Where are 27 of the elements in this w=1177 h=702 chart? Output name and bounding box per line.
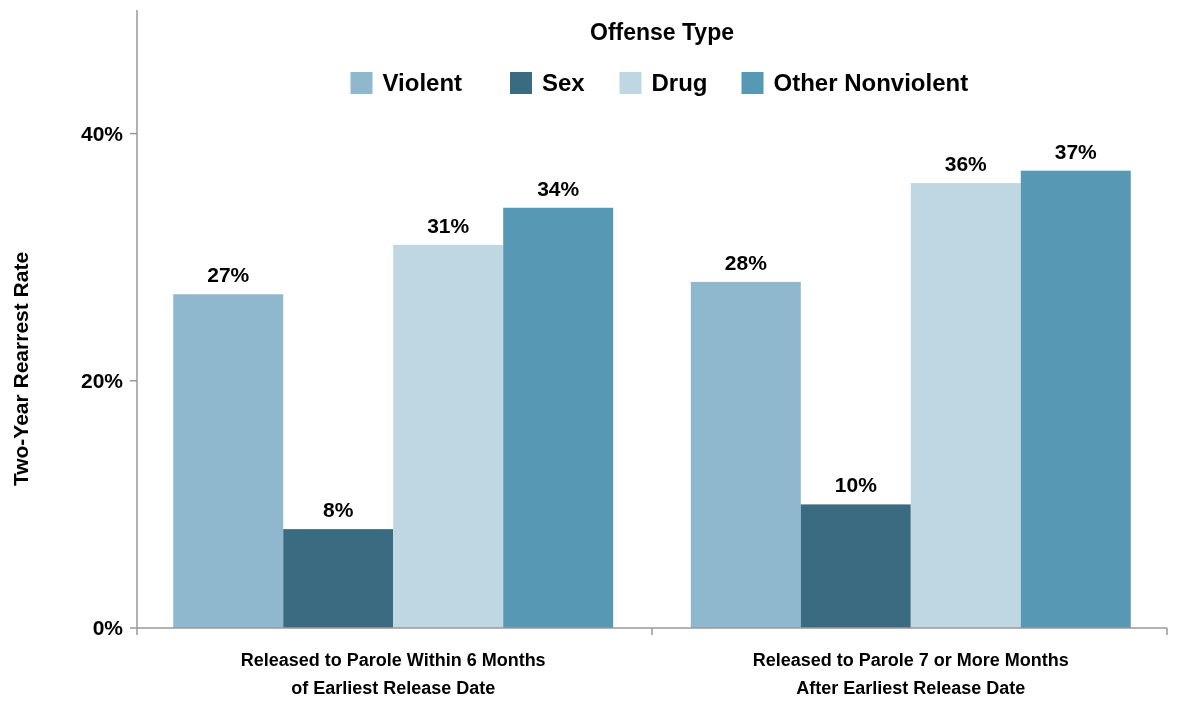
x-tick-label: Released to Parole Within 6 Months of Earliest Release Date (240, 650, 546, 698)
legend-label: Other Nonviolent (773, 69, 969, 97)
data-label: 31% (427, 213, 470, 237)
y-tick-label: 20% (80, 369, 124, 393)
y-tick-label: 40% (80, 121, 124, 145)
bar (173, 294, 284, 628)
y-axis-title: Two-Year Rearrest Rate (9, 251, 32, 487)
legend-label: Violent (382, 69, 463, 97)
bar (910, 183, 1021, 628)
bar (283, 529, 394, 628)
data-label: 27% (207, 263, 250, 287)
x-tick-label: Released to Parole 7 or More Months After Earliest Release Date (752, 650, 1069, 698)
legend-label: Drug (651, 69, 708, 97)
legend-title: Offense Type (590, 19, 734, 45)
bar (503, 207, 614, 628)
data-label: 28% (724, 250, 768, 274)
bar (800, 504, 911, 628)
legend-label: Sex (542, 69, 586, 97)
y-tick-label: 0% (92, 616, 124, 640)
bar (1020, 170, 1131, 628)
data-label: 10% (834, 473, 878, 497)
data-label: 37% (1054, 139, 1098, 163)
data-label: 34% (537, 176, 580, 200)
bar (690, 281, 801, 628)
data-label: 8% (323, 498, 354, 522)
data-label: 36% (944, 152, 988, 176)
bar (393, 244, 504, 628)
